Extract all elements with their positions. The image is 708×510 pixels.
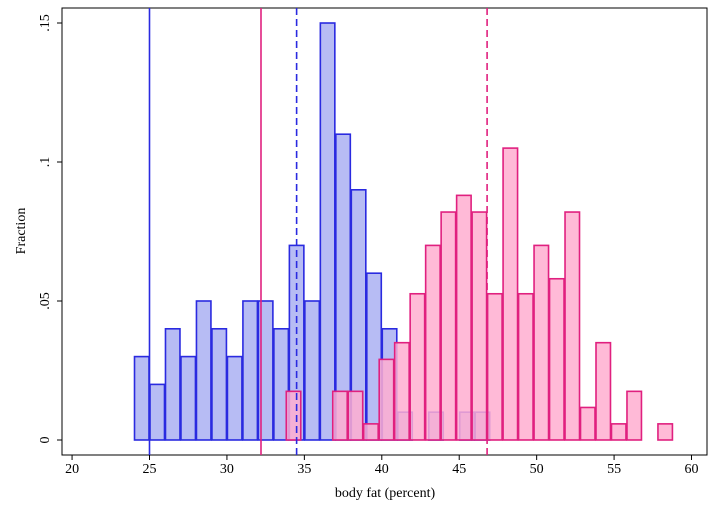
histogram-bar bbox=[180, 355, 197, 441]
x-tick-label: 60 bbox=[685, 462, 699, 477]
y-tick-label: 0 bbox=[38, 436, 53, 443]
histogram-bar bbox=[533, 244, 550, 441]
histogram-bar bbox=[226, 355, 243, 441]
histogram-bar bbox=[319, 22, 336, 441]
histogram-bar bbox=[595, 341, 612, 441]
histogram-bar bbox=[424, 244, 441, 441]
x-axis-label: body fat (percent) bbox=[335, 486, 436, 501]
histogram-bar bbox=[347, 390, 364, 441]
histogram-bar bbox=[548, 277, 565, 441]
histogram-bar bbox=[486, 292, 503, 441]
histogram-bar bbox=[195, 300, 212, 441]
histogram-bar bbox=[149, 383, 166, 441]
x-tick-label: 35 bbox=[297, 462, 311, 477]
x-tick-label: 30 bbox=[220, 462, 234, 477]
histogram-bar bbox=[211, 327, 228, 441]
histogram-bar bbox=[242, 300, 259, 441]
histogram-bar bbox=[440, 211, 457, 441]
histogram-bar bbox=[273, 327, 290, 441]
x-tick-label: 50 bbox=[530, 462, 544, 477]
y-tick-label: .15 bbox=[38, 14, 53, 32]
histogram-bar bbox=[331, 390, 349, 441]
histogram-bar bbox=[517, 292, 534, 441]
histogram-bar bbox=[502, 147, 519, 441]
histogram-bar bbox=[362, 423, 379, 441]
y-axis-label: Fraction bbox=[14, 208, 29, 255]
histogram-bar bbox=[393, 341, 410, 441]
histogram-bar bbox=[455, 194, 472, 441]
histogram-bar bbox=[409, 292, 426, 441]
histogram-bar bbox=[579, 406, 596, 441]
plot-frame bbox=[61, 7, 708, 456]
x-tick-label: 25 bbox=[142, 462, 156, 477]
x-tick-label: 40 bbox=[375, 462, 389, 477]
x-tick-label: 20 bbox=[65, 462, 79, 477]
y-tick-label: .1 bbox=[38, 157, 53, 168]
histogram-bar bbox=[564, 211, 581, 441]
histogram-bar bbox=[164, 327, 181, 441]
y-tick-label: .05 bbox=[38, 292, 53, 310]
histogram-bar bbox=[657, 423, 674, 441]
histogram-bar bbox=[304, 300, 321, 441]
histogram-bar bbox=[471, 211, 488, 441]
histogram-bar bbox=[626, 390, 643, 441]
x-tick-label: 45 bbox=[452, 462, 466, 477]
histogram-bar bbox=[285, 390, 302, 441]
histogram-bar bbox=[257, 300, 274, 441]
histogram-bar bbox=[378, 358, 395, 441]
histogram-bar bbox=[133, 355, 150, 441]
histogram-bar bbox=[610, 423, 627, 441]
x-tick-label: 55 bbox=[607, 462, 621, 477]
